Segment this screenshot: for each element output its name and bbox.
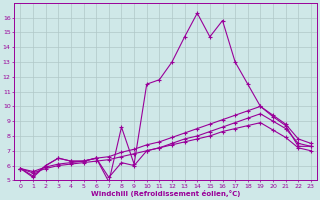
X-axis label: Windchill (Refroidissement éolien,°C): Windchill (Refroidissement éolien,°C)	[91, 190, 240, 197]
